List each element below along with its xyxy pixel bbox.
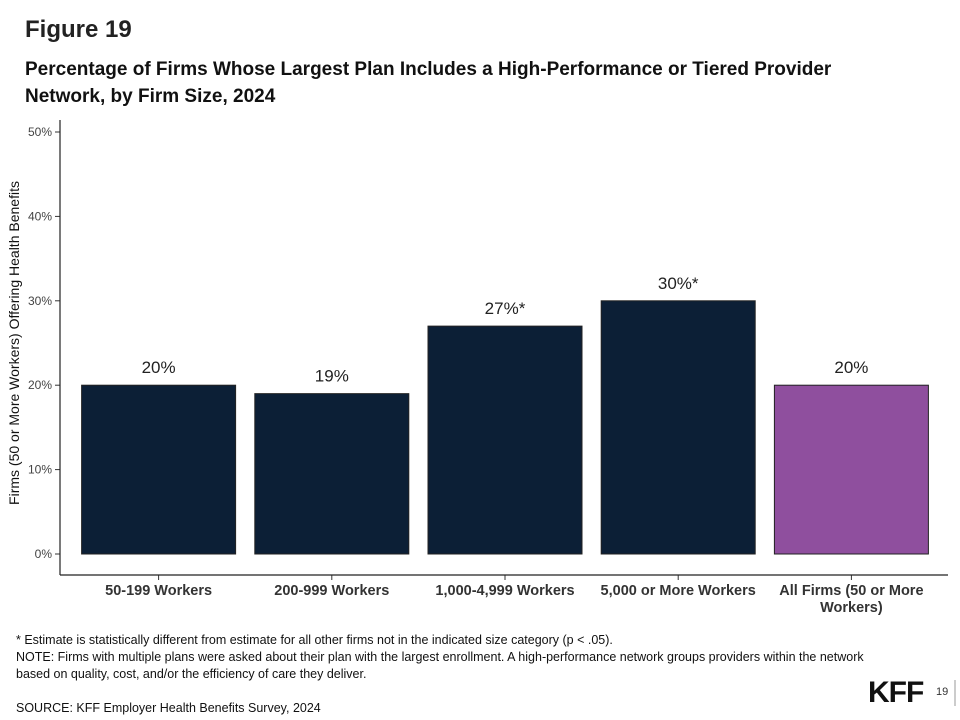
data-label: 27%* — [485, 299, 526, 318]
x-tick-label-line: 5,000 or More Workers — [601, 583, 756, 599]
data-label: 30%* — [658, 274, 699, 293]
x-tick-label: 5,000 or More Workers — [601, 583, 756, 599]
x-tick-label-line: Workers) — [820, 600, 883, 616]
chart-title: Percentage of Firms Whose Largest Plan I… — [25, 59, 832, 107]
x-tick-label-line: 200-999 Workers — [274, 583, 389, 599]
x-tick-label: 1,000-4,999 Workers — [435, 583, 574, 599]
footnote-note: NOTE: Firms with multiple plans were ask… — [16, 650, 864, 681]
bar — [254, 393, 410, 555]
x-tick-label-line: All Firms (50 or More — [779, 583, 923, 599]
page-number: 19 — [936, 686, 949, 698]
y-tick-label: 10% — [28, 463, 52, 477]
bar — [81, 384, 237, 555]
y-tick-label: 0% — [35, 547, 53, 561]
y-tick-label: 40% — [28, 209, 52, 223]
y-axis-label: Firms (50 or More Workers) Offering Heal… — [6, 181, 22, 505]
bar-chart: Firms (50 or More Workers) Offering Heal… — [6, 120, 948, 616]
x-tick-label: All Firms (50 or More Workers) — [779, 583, 923, 616]
data-label: 20% — [834, 358, 868, 377]
bar — [773, 384, 929, 555]
page-divider — [954, 680, 956, 706]
x-tick-label-line: 50-199 Workers — [105, 583, 212, 599]
x-tick-label-line: 1,000-4,999 Workers — [435, 583, 574, 599]
bar — [600, 300, 756, 555]
kff-logo: KFF — [868, 676, 924, 709]
y-tick-label: 20% — [28, 378, 52, 392]
figure-label: Figure 19 — [25, 16, 132, 43]
data-label: 20% — [142, 358, 176, 377]
y-tick-label: 50% — [28, 125, 52, 139]
footnote-source: SOURCE: KFF Employer Health Benefits Sur… — [16, 701, 321, 715]
x-tick-label: 50-199 Workers — [105, 583, 212, 599]
footnote-asterisk: * Estimate is statistically different fr… — [16, 633, 613, 647]
x-tick-label: 200-999 Workers — [274, 583, 389, 599]
data-label: 19% — [315, 367, 349, 386]
bar — [427, 325, 583, 555]
y-tick-label: 30% — [28, 294, 52, 308]
